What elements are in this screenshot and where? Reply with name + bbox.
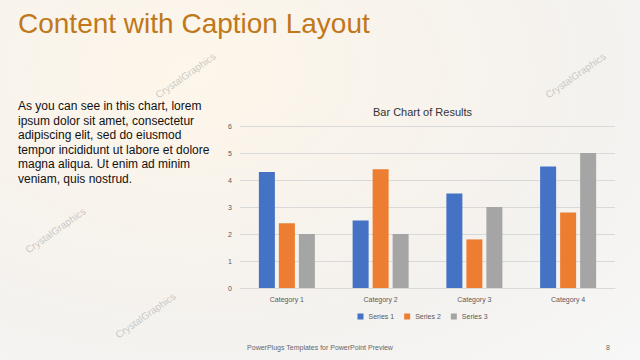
html-text:8: 8 [606, 344, 610, 351]
svg-text:3: 3 [228, 204, 232, 211]
svg-text:Category 4: Category 4 [551, 296, 585, 304]
html-text:Content with Caption Layout: Content with Caption Layout [18, 8, 370, 39]
svg-text:Category 2: Category 2 [364, 296, 398, 304]
svg-text:Bar Chart of Results: Bar Chart of Results [373, 106, 473, 118]
svg-text:4: 4 [228, 177, 232, 184]
svg-text:0: 0 [228, 285, 232, 292]
html-text:CrystalGraphics: CrystalGraphics [153, 50, 218, 101]
svg-text:Category 1: Category 1 [270, 296, 304, 304]
html-text:CrystalGraphics: CrystalGraphics [23, 205, 88, 256]
svg-text:Category 3: Category 3 [457, 296, 491, 304]
svg-text:Series 1: Series 1 [368, 313, 394, 320]
svg-text:1: 1 [228, 258, 232, 265]
svg-text:2: 2 [228, 231, 232, 238]
html-text:As you can see in this chart,: As you can see in this chart, lorem ipsu… [18, 99, 210, 186]
html-text:PowerPlugs Templates for Power: PowerPlugs Templates for PowerPoint Prev… [247, 344, 393, 351]
html-text:CrystalGraphics: CrystalGraphics [113, 290, 178, 341]
svg-text:Series 2: Series 2 [415, 313, 441, 320]
svg-text:6: 6 [228, 123, 232, 130]
svg-text:5: 5 [228, 150, 232, 157]
html-text:CrystalGraphics: CrystalGraphics [543, 50, 608, 101]
svg-text:Series 3: Series 3 [462, 313, 488, 320]
